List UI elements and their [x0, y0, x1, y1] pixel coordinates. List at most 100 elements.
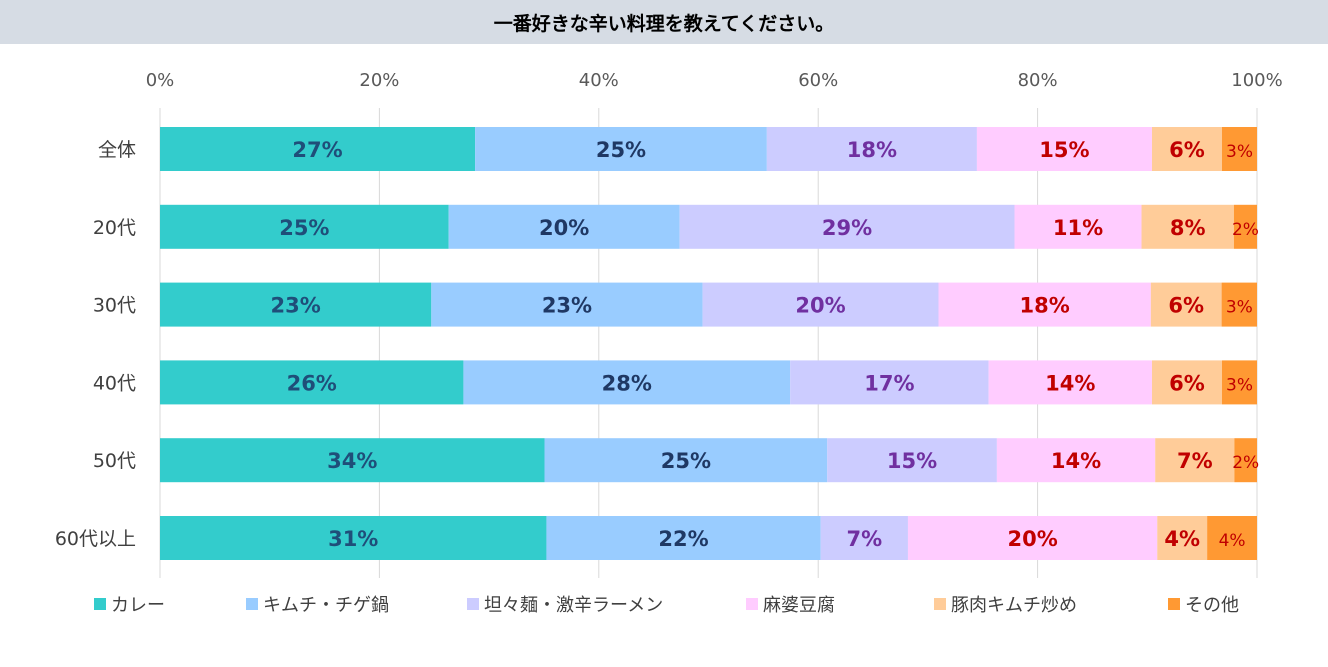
data-label: 25%: [596, 138, 646, 162]
bar-segment: [160, 438, 545, 483]
bar-segment: [702, 282, 939, 327]
data-label: 25%: [661, 449, 711, 473]
bar-segment: [1014, 204, 1142, 249]
bar-segment: [820, 516, 908, 560]
x-tick-label: 40%: [579, 70, 619, 91]
bar-segment: [1157, 516, 1208, 560]
bar-segment: [988, 360, 1152, 405]
bar-segment: [1141, 204, 1234, 249]
data-label: 11%: [1053, 216, 1103, 240]
data-label: 15%: [1039, 138, 1089, 162]
bar-segment: [996, 438, 1156, 483]
y-category-label: 全体: [98, 139, 136, 161]
data-label: 3%: [1226, 375, 1253, 395]
y-category-label: 20代: [93, 217, 136, 239]
data-label: 25%: [279, 216, 329, 240]
bar-segment: [160, 360, 464, 405]
bar-segment: [1151, 127, 1222, 171]
y-category-label: 40代: [93, 372, 136, 394]
bar-segment: [766, 127, 977, 171]
legend-swatch: [246, 598, 258, 610]
legend-swatch: [94, 598, 106, 610]
data-label: 20%: [539, 216, 589, 240]
data-label: 29%: [822, 216, 872, 240]
title-bar: 一番好きな辛い料理を教えてください。: [0, 0, 1328, 44]
bar-segment: [160, 204, 449, 249]
data-label: 2%: [1232, 220, 1259, 240]
data-label: 2%: [1232, 453, 1259, 473]
bar-segment: [160, 516, 547, 560]
legend-label: 麻婆豆腐: [763, 595, 835, 616]
data-label: 15%: [887, 449, 937, 473]
bar-segment: [431, 282, 703, 327]
data-label: 23%: [271, 294, 321, 318]
data-label: 23%: [542, 294, 592, 318]
bar-segment: [160, 282, 432, 327]
legend-label: キムチ・チゲ鍋: [263, 595, 389, 616]
bar-segment: [907, 516, 1158, 560]
bar-segment: [679, 204, 1015, 249]
data-label: 22%: [658, 527, 708, 551]
data-label: 8%: [1170, 216, 1206, 240]
bar-segment: [1221, 282, 1257, 327]
data-label: 28%: [602, 371, 652, 395]
y-category-label: 50代: [93, 450, 136, 472]
bar-segment: [1207, 516, 1257, 560]
data-label: 27%: [292, 138, 342, 162]
bar-segment: [475, 127, 767, 171]
data-label: 4%: [1219, 531, 1246, 551]
data-label: 26%: [287, 371, 337, 395]
x-tick-label: 20%: [359, 70, 399, 91]
bar-segment: [546, 516, 821, 560]
data-label: 34%: [327, 449, 377, 473]
data-label: 18%: [847, 138, 897, 162]
legend-swatch: [746, 598, 758, 610]
data-label: 6%: [1169, 371, 1205, 395]
data-label: 4%: [1164, 527, 1200, 551]
data-label: 6%: [1169, 138, 1205, 162]
x-tick-label: 80%: [1018, 70, 1058, 91]
data-label: 31%: [328, 527, 378, 551]
data-label: 18%: [1020, 294, 1070, 318]
bar-segment: [1155, 438, 1235, 483]
bar-segment: [976, 127, 1152, 171]
x-tick-label: 0%: [146, 70, 175, 91]
bar-segment: [448, 204, 680, 249]
data-label: 3%: [1226, 142, 1253, 162]
y-category-label: 60代以上: [55, 528, 136, 550]
bar-segment: [790, 360, 989, 405]
legend-swatch: [1168, 598, 1180, 610]
legend-label: 坦々麺・激辛ラーメン: [484, 595, 663, 616]
bar-segment: [1221, 360, 1257, 405]
bar-segment: [463, 360, 791, 405]
data-label: 3%: [1226, 298, 1253, 318]
data-label: 7%: [1177, 449, 1213, 473]
bar-segment: [1150, 282, 1222, 327]
bar-segment: [1233, 204, 1257, 249]
y-category-label: 30代: [93, 295, 136, 317]
data-label: 14%: [1045, 371, 1095, 395]
bar-segment: [827, 438, 997, 483]
data-label: 17%: [864, 371, 914, 395]
legend-label: 豚肉キムチ炒め: [951, 595, 1077, 616]
chart-title: 一番好きな辛い料理を教えてください。: [493, 12, 835, 35]
data-label: 6%: [1168, 294, 1204, 318]
bar-segment: [1221, 127, 1257, 171]
x-tick-label: 100%: [1231, 70, 1282, 91]
legend-swatch: [467, 598, 479, 610]
legend-swatch: [934, 598, 946, 610]
data-label: 14%: [1051, 449, 1101, 473]
legend-label: カレー: [111, 595, 165, 616]
bar-segment: [1234, 438, 1257, 483]
bar-segment: [160, 127, 476, 171]
legend-label: その他: [1185, 595, 1239, 616]
data-label: 7%: [846, 527, 882, 551]
bar-segment: [544, 438, 828, 483]
x-tick-label: 60%: [798, 70, 838, 91]
bar-segment: [1151, 360, 1222, 405]
data-label: 20%: [795, 294, 845, 318]
bar-segment: [938, 282, 1151, 327]
data-label: 20%: [1007, 527, 1057, 551]
